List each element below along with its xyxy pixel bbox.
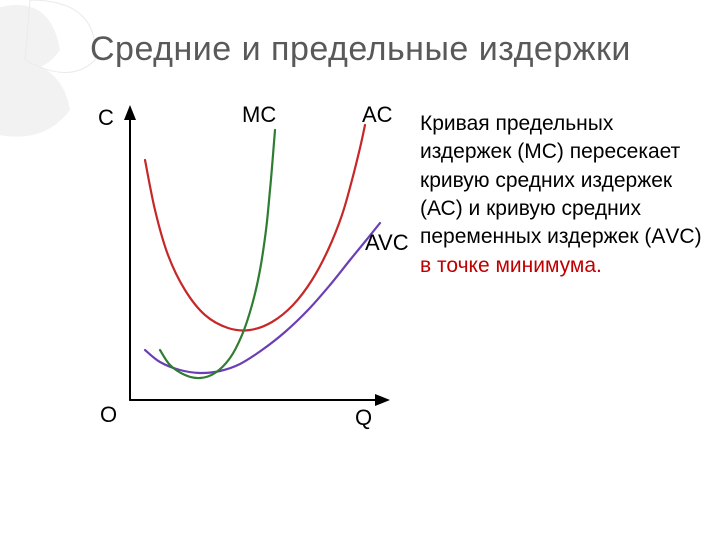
deco-leaf-2 <box>0 59 70 137</box>
deco-leaf-1 <box>0 5 60 73</box>
description-main: Кривая предельных издержек (МС) пересека… <box>420 112 702 248</box>
mc-curve <box>160 130 275 378</box>
cost-curves-chart: C O Q MC AC AVC <box>90 100 400 430</box>
avc-label: AVC <box>365 230 409 256</box>
deco-leaf-3 <box>25 0 95 73</box>
description-emphasis: в точке минимума. <box>420 254 602 277</box>
mc-label: MC <box>242 102 276 128</box>
ac-curve <box>145 125 365 330</box>
y-axis-label: C <box>98 105 114 131</box>
x-axis-label: Q <box>355 405 372 431</box>
ac-label: AC <box>362 102 393 128</box>
chart-svg <box>90 100 400 430</box>
origin-label: O <box>100 402 117 428</box>
description-text: Кривая предельных издержек (МС) пересека… <box>420 110 710 280</box>
x-axis <box>130 394 390 406</box>
page-title: Средние и предельные издержки <box>90 30 631 69</box>
avc-curve <box>145 223 380 373</box>
y-axis <box>124 105 136 400</box>
